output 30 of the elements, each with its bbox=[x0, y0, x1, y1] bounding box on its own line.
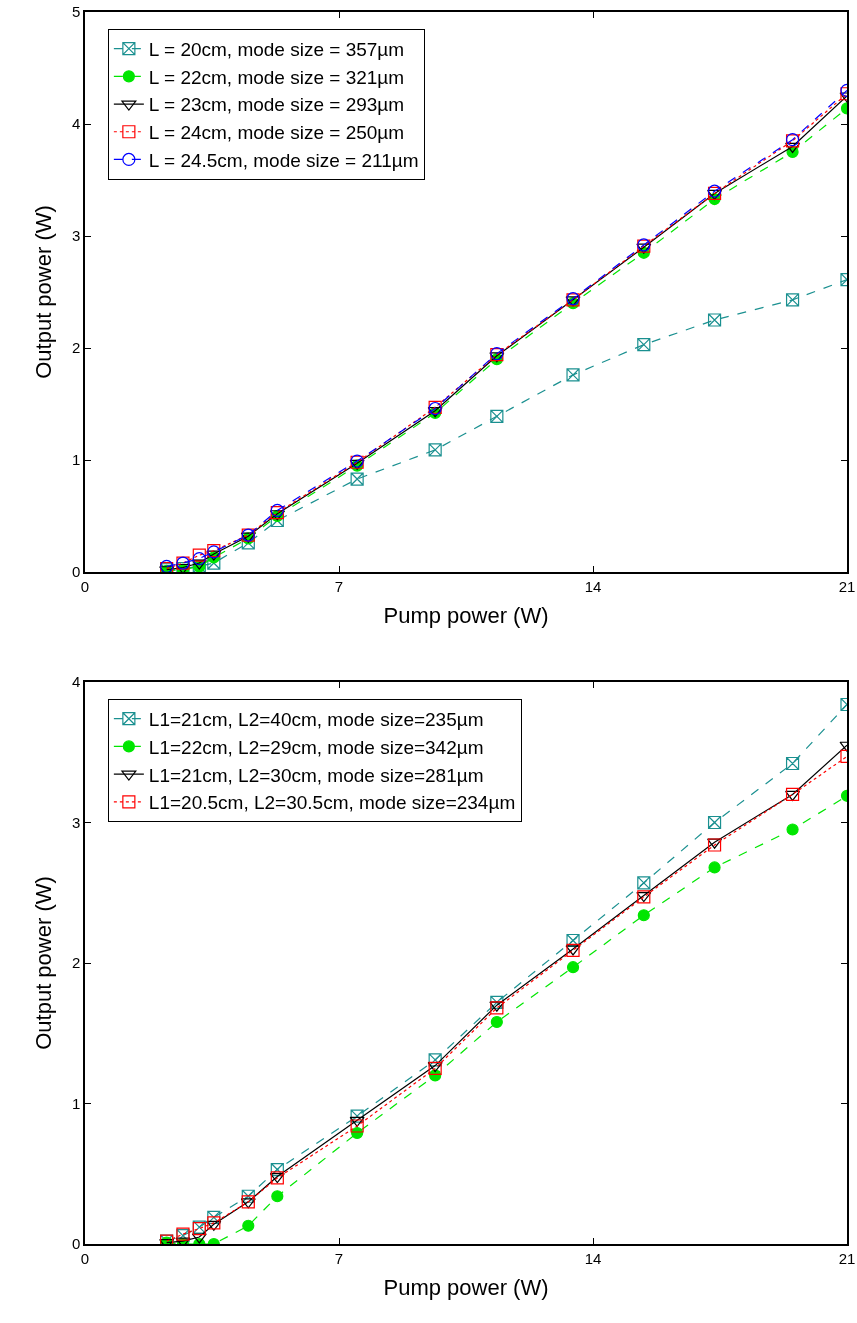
legend-label: L = 20cm, mode size = 357µm bbox=[148, 39, 405, 61]
legend-label: L = 24cm, mode size = 250µm bbox=[148, 122, 405, 144]
y-tick-label: 3 bbox=[71, 813, 81, 831]
y-axis-title: Output power (W) bbox=[31, 205, 57, 379]
legend-label: L1=20.5cm, L2=30.5cm, mode size=234µm bbox=[148, 792, 516, 814]
y-tick-label: 4 bbox=[71, 673, 81, 691]
x-tick-label: 14 bbox=[584, 1249, 602, 1267]
x-tick-label: 7 bbox=[334, 577, 344, 595]
legend-label: L1=22cm, L2=29cm, mode size=342µm bbox=[148, 736, 484, 758]
y-tick-label: 2 bbox=[71, 339, 81, 357]
legend-label: L1=21cm, L2=30cm, mode size=281µm bbox=[148, 764, 484, 786]
y-tick-label: 1 bbox=[71, 1094, 81, 1112]
x-tick-label: 21 bbox=[838, 1249, 856, 1267]
legend-label: L = 22cm, mode size = 321µm bbox=[148, 66, 405, 88]
y-tick-label: 4 bbox=[71, 115, 81, 133]
y-tick-label: 0 bbox=[71, 1235, 81, 1253]
x-axis-title: Pump power (W) bbox=[383, 1275, 549, 1301]
x-tick-label: 21 bbox=[838, 577, 856, 595]
y-tick-label: 5 bbox=[71, 3, 81, 21]
y-tick-label: 3 bbox=[71, 227, 81, 245]
legend-label: L1=21cm, L2=40cm, mode size=235µm bbox=[148, 709, 484, 731]
legend-label: L = 23cm, mode size = 293µm bbox=[148, 94, 405, 116]
y-tick-label: 0 bbox=[71, 563, 81, 581]
x-axis-title: Pump power (W) bbox=[383, 603, 549, 629]
legend-label: L = 24.5cm, mode size = 211µm bbox=[148, 149, 419, 171]
x-tick-label: 7 bbox=[334, 1249, 344, 1267]
y-axis-title: Output power (W) bbox=[31, 876, 57, 1050]
x-tick-label: 14 bbox=[584, 577, 602, 595]
y-tick-label: 1 bbox=[71, 451, 81, 469]
y-tick-label: 2 bbox=[71, 954, 81, 972]
